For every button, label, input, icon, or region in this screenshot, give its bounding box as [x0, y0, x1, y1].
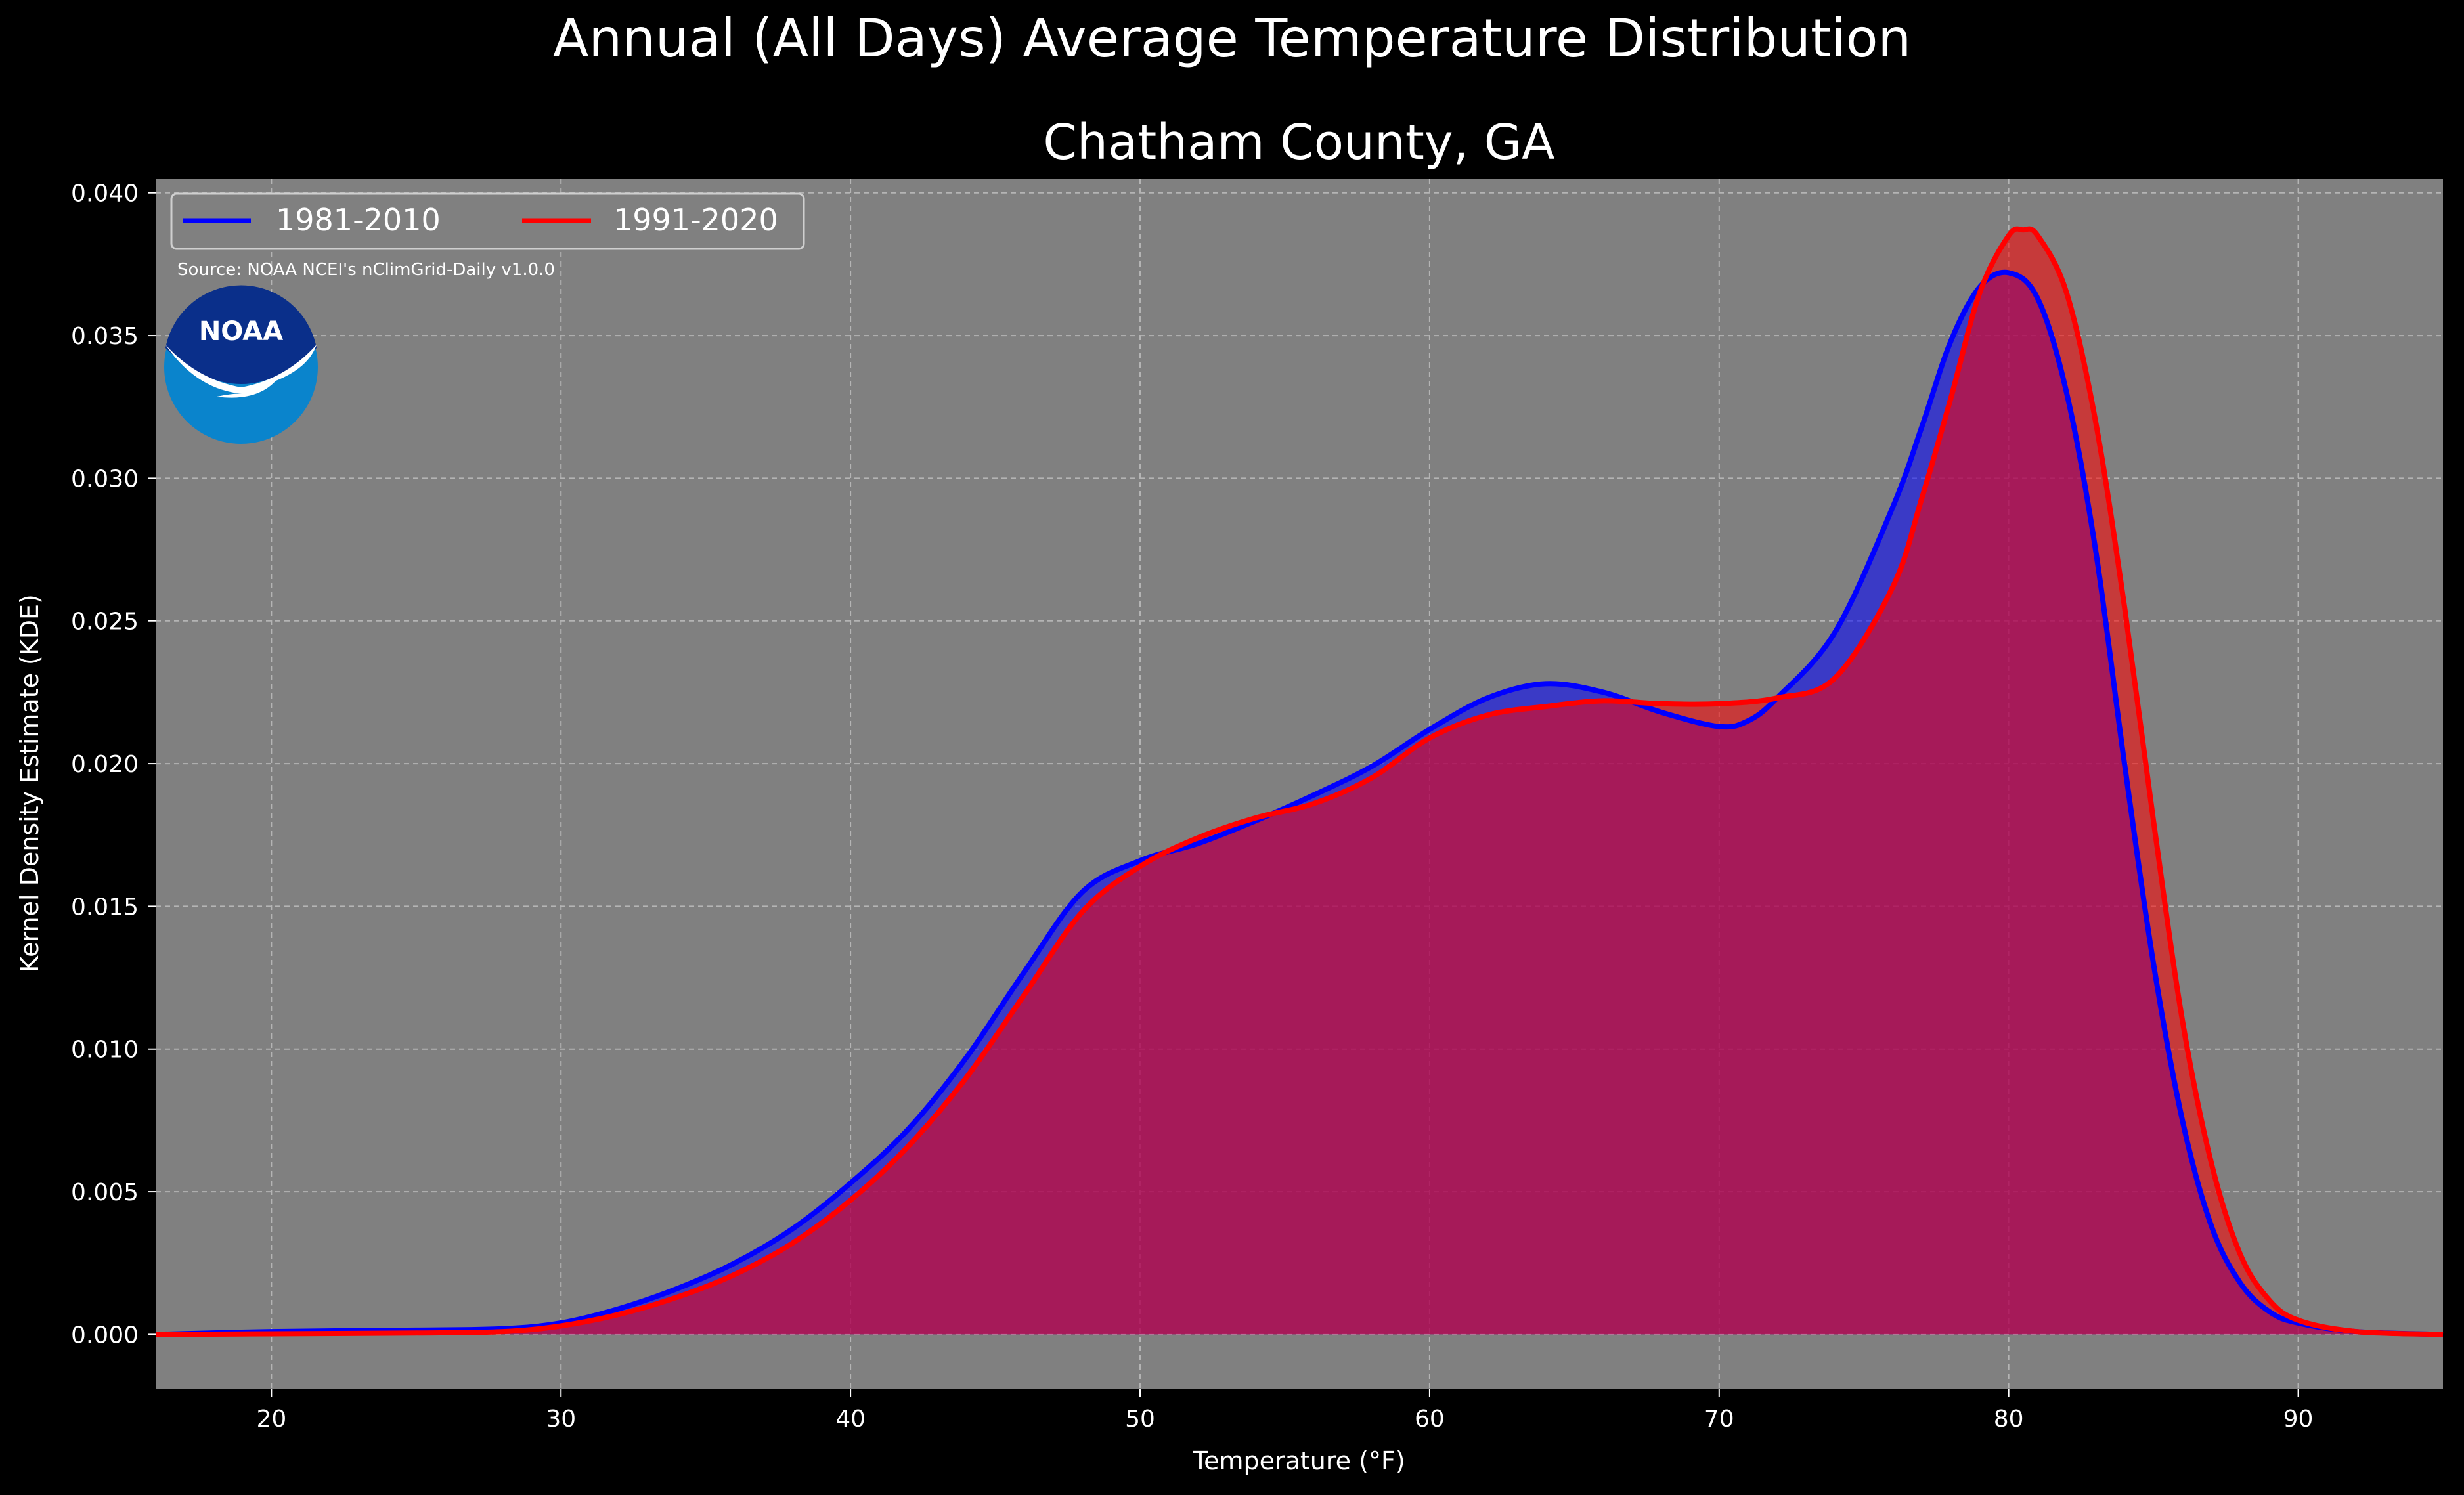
noaa-logo-icon: NOAA [164, 285, 318, 444]
x-tick-label: 30 [546, 1406, 576, 1433]
y-tick-label: 0.010 [71, 1037, 139, 1064]
axis-ticks: 20 30 40 50 60 70 80 90 0.000 0.005 0.010 0.015 0.02… [71, 181, 2314, 1433]
source-note: Source: NOAA NCEI's nClimGrid-Daily v1.0… [177, 260, 555, 280]
x-tick-label: 20 [256, 1406, 286, 1433]
y-tick-label: 0.030 [71, 466, 139, 492]
y-tick-label: 0.040 [71, 181, 139, 207]
x-axis-label: Temperature (°F) [1192, 1446, 1405, 1475]
y-tick-label: 0.025 [71, 609, 139, 636]
legend-box [170, 192, 805, 250]
y-axis-label: Kernel Density Estimate (KDE) [15, 594, 44, 972]
y-tick-label: 0.020 [71, 751, 139, 778]
legend-label-1981-2010: 1981-2010 [276, 202, 441, 238]
chart-title: Chatham County, GA [1043, 114, 1555, 171]
y-tick-label: 0.015 [71, 894, 139, 921]
x-tick-label: 40 [835, 1406, 866, 1433]
legend-label-1991-2020: 1991-2020 [613, 202, 778, 238]
x-tick-label: 50 [1125, 1406, 1155, 1433]
y-tick-label: 0.035 [71, 323, 139, 350]
area-1991-2020 [156, 228, 2443, 1335]
density-lines [155, 226, 2444, 1337]
x-tick-label: 60 [1415, 1406, 1445, 1433]
legend: 1981-2010 1991-2020 [170, 192, 805, 250]
chart-suptitle: Annual (All Days) Average Temperature Di… [553, 8, 1911, 69]
x-tick-label: 80 [1994, 1406, 2024, 1433]
y-tick-label: 0.000 [71, 1322, 139, 1349]
x-tick-label: 90 [2283, 1406, 2314, 1433]
noaa-logo-text: NOAA [199, 316, 283, 347]
y-tick-label: 0.005 [71, 1179, 139, 1206]
x-tick-label: 70 [1704, 1406, 1734, 1433]
line-1991-2020 [155, 226, 2444, 1337]
